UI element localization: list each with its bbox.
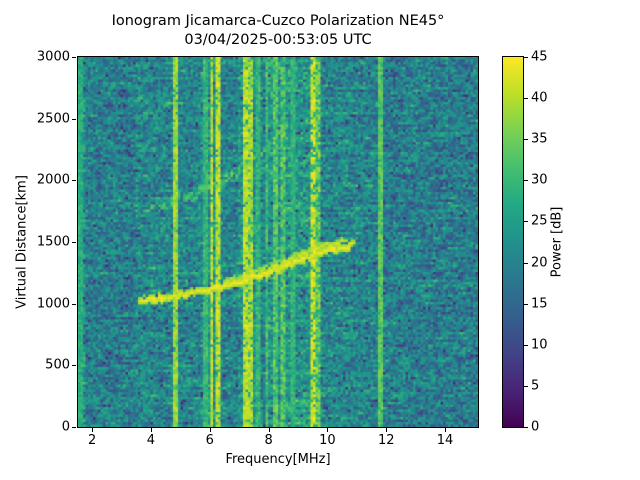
y-tick-mark: [72, 303, 76, 305]
colorbar-tick-label: 30: [531, 172, 548, 188]
y-tick-label: 500: [45, 357, 70, 373]
colorbar-tick-mark: [524, 262, 528, 264]
colorbar-tick-mark: [524, 139, 528, 141]
x-tick-mark: [327, 428, 329, 432]
colorbar-tick-label: 45: [531, 49, 548, 65]
y-axis-label: Virtual Distance[km]: [14, 175, 30, 309]
chart-title: Ionogram Jicamarca-Cuzco Polarization NE…: [111, 13, 445, 29]
colorbar-tick-label: 15: [531, 296, 548, 312]
x-tick-mark: [386, 428, 388, 432]
x-tick-label: 10: [319, 433, 336, 448]
colorbar-tick-mark: [524, 344, 528, 346]
y-tick-mark: [72, 118, 76, 120]
y-tick-label: 2500: [36, 111, 70, 127]
colorbar-tick-mark: [524, 303, 528, 305]
x-tick-mark: [92, 428, 94, 432]
colorbar-tick-label: 40: [531, 90, 548, 106]
colorbar-tick-label: 10: [531, 337, 548, 353]
y-tick-mark: [72, 180, 76, 182]
plot-area: [77, 56, 479, 428]
x-tick-mark: [268, 428, 270, 432]
y-tick-label: 0: [61, 419, 70, 435]
x-tick-mark: [150, 428, 152, 432]
x-tick-label: 6: [205, 433, 214, 448]
x-tick-label: 8: [264, 433, 273, 448]
colorbar-tick-mark: [524, 221, 528, 223]
y-tick-mark: [72, 242, 76, 243]
title-block: Ionogram Jicamarca-Cuzco Polarization NE…: [78, 12, 478, 50]
colorbar-tick-label: 0: [531, 419, 540, 435]
y-tick-label: 2000: [36, 172, 70, 188]
colorbar-tick-mark: [524, 180, 528, 182]
x-tick-mark: [209, 428, 211, 432]
ionogram-heatmap: [78, 57, 478, 427]
colorbar-tick-mark: [524, 57, 528, 58]
colorbar-tick-mark: [524, 427, 528, 428]
y-tick-label: 1500: [36, 234, 70, 250]
y-tick-mark: [72, 427, 76, 428]
colorbar: [502, 56, 524, 428]
colorbar-label: Power [dB]: [549, 206, 565, 278]
x-axis-label: Frequency[MHz]: [225, 452, 331, 467]
colorbar-tick-label: 20: [531, 255, 548, 271]
x-tick-label: 4: [146, 433, 156, 448]
colorbar-tick-label: 25: [531, 213, 548, 229]
y-tick-label: 3000: [36, 49, 70, 65]
x-tick-label: 12: [377, 433, 395, 448]
y-tick-label: 1000: [36, 296, 70, 312]
colorbar-tick-mark: [524, 385, 528, 387]
y-tick-mark: [72, 365, 76, 367]
colorbar-tick-mark: [524, 98, 528, 100]
x-tick-mark: [445, 428, 447, 432]
x-tick-label: 14: [436, 433, 454, 448]
x-tick-label: 2: [87, 433, 97, 448]
y-tick-mark: [72, 57, 76, 58]
chart-subtitle: 03/04/2025-00:53:05 UTC: [184, 32, 372, 48]
colorbar-tick-label: 35: [531, 131, 548, 147]
colorbar-tick-label: 5: [531, 378, 540, 394]
